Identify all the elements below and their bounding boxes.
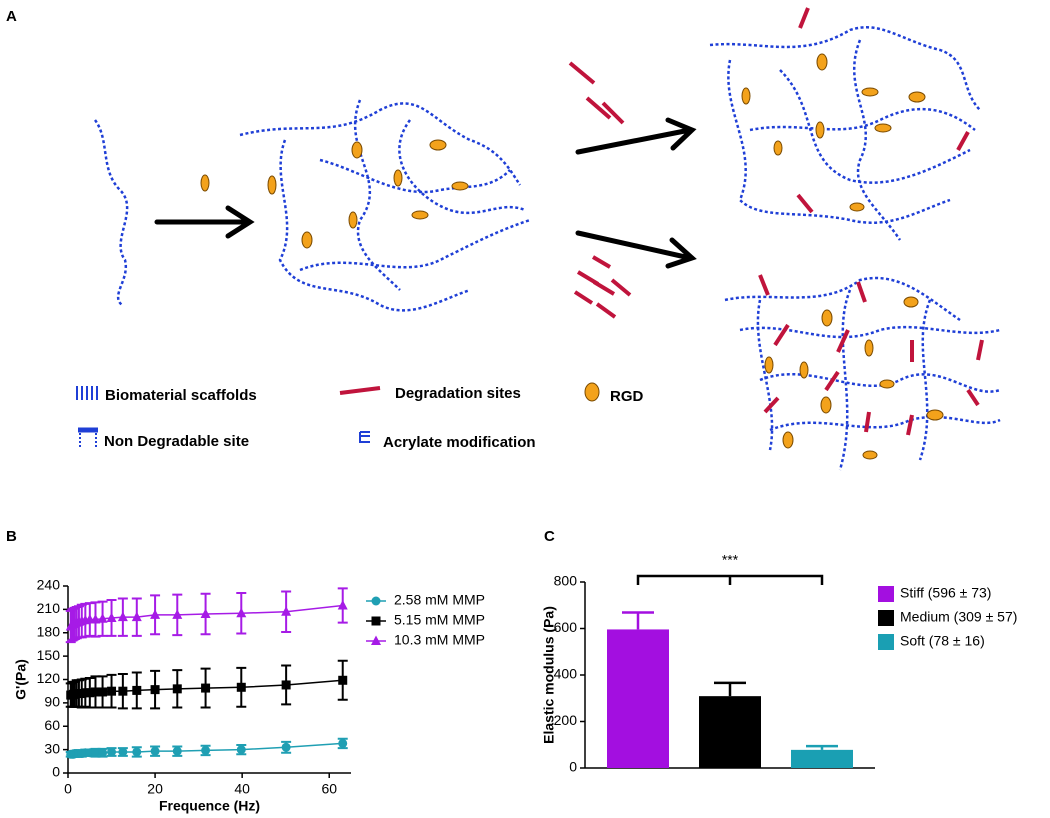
marker — [90, 748, 100, 758]
marker — [98, 687, 108, 697]
y-axis-label: Elastic modulus (Pa) — [541, 606, 557, 744]
y-tick-label: 600 — [554, 619, 578, 635]
panel-label: B — [6, 528, 17, 545]
error-bar — [806, 744, 838, 750]
y-tick-label: 180 — [37, 623, 61, 639]
diagram — [76, 7, 1001, 471]
y-tick-label: 60 — [44, 717, 60, 733]
y-tick-label: 0 — [569, 759, 577, 775]
marker — [201, 683, 211, 693]
marker — [98, 748, 108, 758]
marker — [106, 612, 117, 622]
legend-swatch — [878, 634, 894, 650]
marker — [172, 609, 183, 619]
y-tick-label: 90 — [44, 694, 60, 710]
legend-text: Acrylate modification — [383, 434, 536, 451]
y-tick-label: 0 — [52, 764, 60, 780]
marker — [236, 745, 246, 755]
legend-text: Soft (78 ± 16) — [900, 633, 985, 649]
legend-text: Degradation sites — [395, 385, 521, 402]
marker — [281, 680, 291, 690]
marker — [150, 609, 161, 619]
marker — [150, 685, 160, 695]
x-tick-label: 40 — [234, 781, 250, 797]
marker — [150, 746, 160, 756]
y-tick-label: 30 — [44, 740, 60, 756]
y-tick-label: 400 — [554, 666, 578, 682]
significance-bracket — [636, 574, 824, 585]
y-tick-label: 150 — [37, 647, 61, 663]
x-tick-label: 20 — [147, 781, 163, 797]
panel-label: C — [544, 528, 555, 545]
y-tick-label: 240 — [37, 577, 61, 593]
legend-text: Medium (309 ± 57) — [900, 609, 1017, 625]
legend-swatch — [878, 610, 894, 626]
marker — [132, 685, 142, 695]
marker — [117, 611, 128, 622]
marker — [172, 684, 182, 694]
legend-marker — [371, 635, 381, 645]
bar — [699, 696, 761, 768]
marker — [201, 745, 211, 755]
legend-swatch — [878, 586, 894, 602]
legend-text: 2.58 mM MMP — [394, 592, 485, 608]
marker — [200, 608, 211, 619]
marker — [172, 746, 182, 756]
error-bar — [622, 611, 654, 630]
marker — [131, 611, 142, 622]
marker — [236, 682, 246, 692]
x-tick-label: 60 — [321, 781, 337, 797]
y-tick-label: 210 — [37, 600, 61, 616]
marker — [338, 675, 348, 685]
marker — [107, 686, 117, 696]
legend-text: 10.3 mM MMP — [394, 632, 485, 648]
annotation: *** — [722, 552, 739, 568]
legend-text: Non Degradable site — [104, 433, 249, 450]
marker — [132, 747, 142, 757]
x-axis-label: Frequence (Hz) — [159, 798, 260, 814]
error-bar — [714, 681, 746, 697]
legend-marker — [371, 616, 381, 626]
bar — [791, 749, 853, 768]
marker — [281, 742, 291, 752]
legend-text: Biomaterial scaffolds — [105, 387, 257, 404]
x-tick-label: 0 — [64, 781, 72, 797]
marker — [90, 687, 100, 697]
marker — [97, 613, 108, 623]
legend-text: RGD — [610, 388, 644, 405]
legend-text: 5.15 mM MMP — [394, 612, 485, 628]
marker — [118, 686, 128, 696]
marker — [90, 614, 101, 624]
marker — [107, 747, 117, 757]
marker — [281, 606, 292, 616]
marker — [118, 747, 128, 757]
marker — [338, 738, 348, 748]
y-tick-label: 800 — [554, 573, 578, 589]
marker — [85, 688, 95, 698]
y-tick-label: 120 — [37, 670, 61, 686]
marker — [337, 599, 348, 610]
panel-label: A — [6, 8, 17, 25]
bar — [607, 629, 669, 768]
legend-text: Stiff (596 ± 73) — [900, 585, 991, 601]
marker — [236, 607, 247, 618]
y-tick-label: 200 — [554, 712, 578, 728]
y-axis-label: G'(Pa) — [13, 659, 29, 700]
legend-marker — [371, 596, 381, 606]
